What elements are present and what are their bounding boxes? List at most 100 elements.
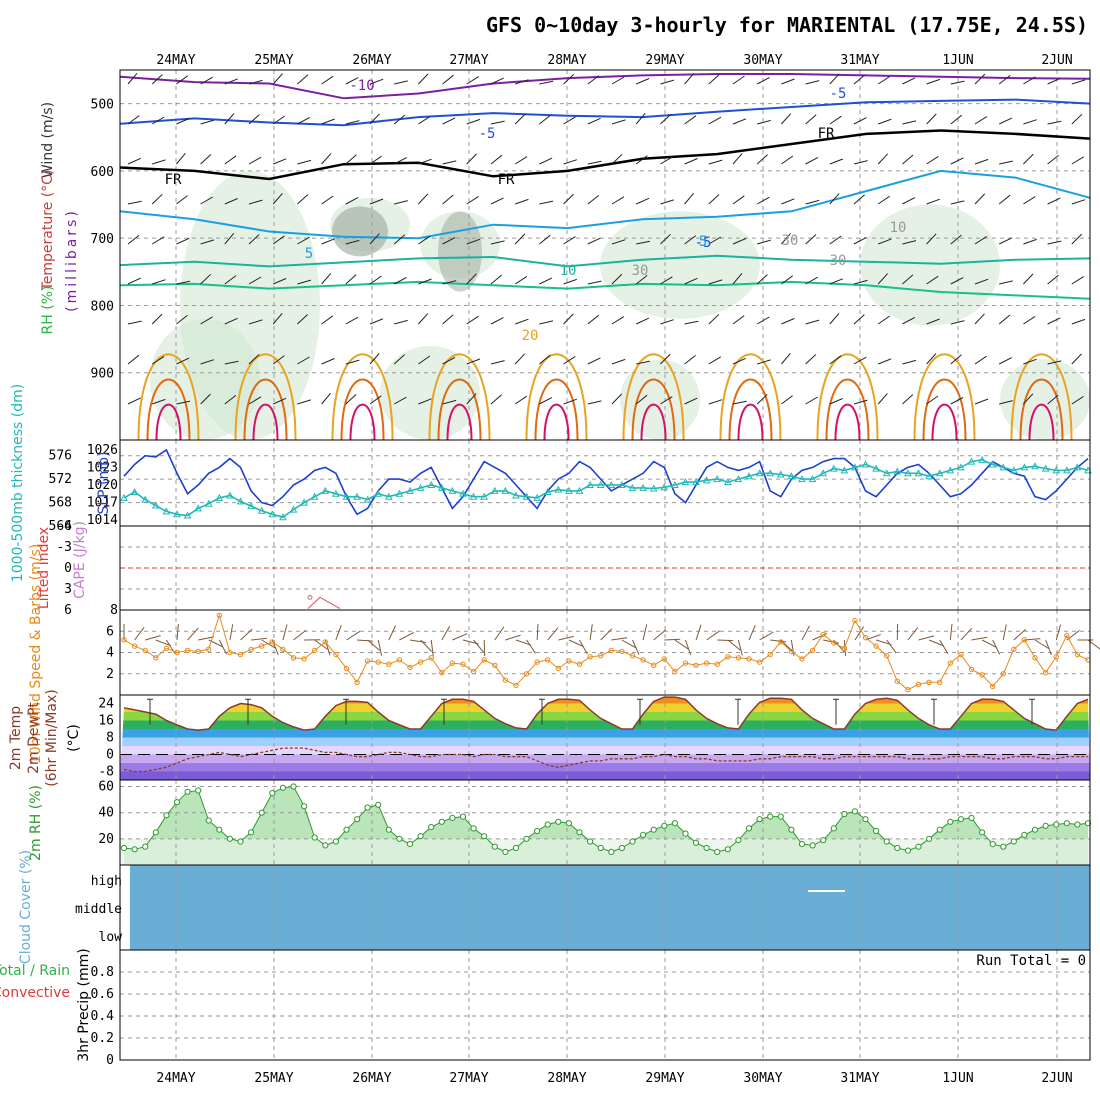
precip-tick: 0.4 — [91, 1009, 115, 1024]
wind10m-point — [651, 662, 657, 668]
thickness-point — [437, 483, 446, 491]
wind-barb — [1047, 240, 1062, 245]
wind-barb — [757, 359, 771, 365]
wind10m-point — [820, 631, 826, 638]
wind10m-point — [915, 681, 922, 688]
rh2m-point — [1010, 838, 1017, 845]
wind-barb — [273, 158, 287, 165]
thickness-point — [416, 483, 425, 491]
ylabel-dewpt: 2m DewPt — [26, 702, 42, 774]
rh2m-point — [926, 835, 933, 842]
rh2m-base-band — [120, 838, 1090, 865]
wind-barb — [611, 153, 623, 165]
rh2m-point — [173, 799, 181, 806]
wind-barb — [587, 280, 602, 285]
thickness-point — [978, 455, 986, 463]
precip-tick: 0.8 — [91, 965, 114, 980]
wind-barb — [176, 75, 188, 85]
top-date-label: 29MAY — [645, 53, 684, 68]
ylabel-wind: Wind (m/s) — [40, 102, 56, 178]
wind-barb — [418, 115, 431, 125]
thickness-point — [660, 483, 669, 491]
wind-barb — [297, 74, 309, 85]
wind-barb — [127, 157, 142, 165]
wind-barb — [442, 399, 457, 405]
wind10m-point — [259, 643, 265, 649]
thickness-point — [289, 505, 298, 513]
temp-tick: 16 — [98, 714, 114, 729]
wind-barb — [514, 353, 526, 365]
temp-contour-arc — [349, 403, 376, 441]
rh2m-point — [851, 808, 859, 815]
wind10m-point — [937, 679, 943, 685]
wind10m-point — [280, 646, 286, 652]
thickness-point — [236, 497, 245, 505]
wind-barb — [732, 238, 747, 245]
dewpoint2m-series — [123, 747, 1088, 773]
rh2m-point — [290, 783, 297, 790]
contour-label: FR — [818, 126, 835, 142]
wind-barb — [345, 196, 359, 205]
wind-barb — [829, 313, 840, 325]
wind10m-point — [121, 637, 127, 643]
wind10m-barb — [992, 639, 1001, 655]
rh-dark-area — [332, 206, 388, 257]
bottom-date-label: 28MAY — [547, 1071, 586, 1086]
wind-barb — [224, 275, 237, 285]
thickness-point — [374, 489, 383, 497]
wind-barb — [539, 277, 553, 285]
temp-contour-arc — [834, 403, 861, 441]
wind-barb — [926, 318, 940, 325]
bottom-date-label: 27MAY — [449, 1071, 488, 1086]
rh2m-point — [692, 839, 700, 846]
lifted-index-tick: 6 — [64, 603, 72, 618]
thickness-point — [1031, 462, 1039, 470]
rh2m-point — [671, 820, 679, 827]
wind10m-point — [1021, 637, 1028, 643]
wind-barb — [248, 234, 260, 245]
rh2m-point — [131, 846, 138, 853]
thickness-point — [395, 489, 404, 497]
wind10m-point — [364, 658, 371, 664]
wind10m-barb — [579, 639, 588, 655]
wind-barb — [708, 356, 722, 365]
thickness-point — [257, 506, 266, 514]
pressure-tick: 800 — [91, 299, 114, 314]
wind-barb — [200, 393, 211, 405]
wind-barb — [393, 354, 405, 365]
wind10m-barb — [907, 627, 919, 641]
wind-barb — [1023, 358, 1037, 365]
thickness-point — [384, 492, 393, 500]
rh2m-point — [947, 818, 954, 825]
lifted-index-series — [307, 596, 341, 610]
wind-barb — [466, 238, 481, 245]
contour-label: -5 — [695, 235, 712, 251]
wind-barb — [902, 316, 916, 325]
wind-barb — [345, 120, 360, 125]
cloud-panel: high middle low Cloud Cover (%) — [18, 850, 1091, 964]
wind10m-point — [227, 649, 233, 656]
rh-shaded-area — [380, 345, 480, 440]
rh2m-point — [640, 831, 647, 839]
wind10m-point — [322, 639, 328, 645]
wind-barb — [635, 112, 646, 125]
thickness-point — [512, 491, 520, 499]
wind-barb — [151, 313, 163, 325]
rh2m-point — [279, 784, 286, 791]
contour-20 — [119, 280, 1091, 300]
wind10m-barb — [261, 639, 276, 649]
thickness-point — [872, 464, 880, 472]
wind-barb — [1023, 119, 1037, 125]
rh2m-point — [449, 814, 456, 822]
wind10m-point — [1032, 655, 1038, 661]
wind-barb — [974, 116, 988, 125]
rh2m-point — [523, 835, 530, 842]
wind-barb — [200, 119, 215, 125]
wind-barb — [1047, 274, 1059, 285]
wind10m-barb — [505, 634, 521, 641]
wind-barb — [805, 319, 820, 325]
rh2m-point — [184, 788, 191, 795]
ylabel-lifted-index: Lifted Index — [36, 527, 52, 609]
wind10m-barb — [642, 624, 648, 641]
wind10m-barb — [886, 639, 897, 654]
